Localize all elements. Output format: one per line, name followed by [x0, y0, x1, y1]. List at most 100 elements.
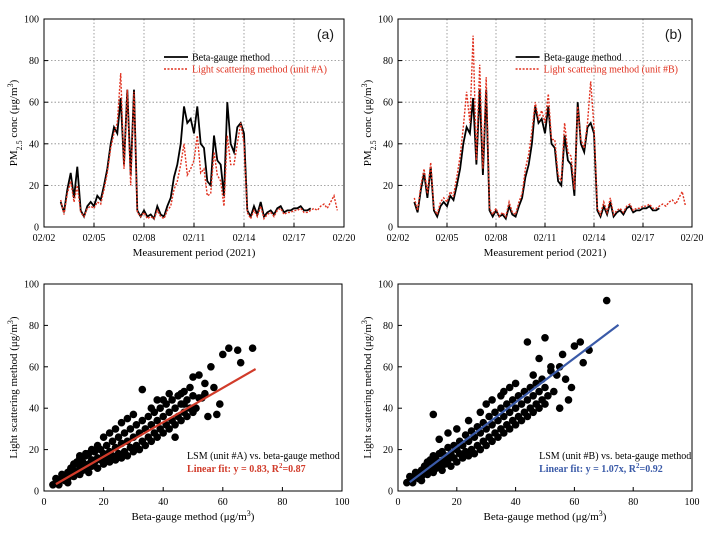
legend-label: Beta-gauge method — [192, 53, 270, 64]
data-point — [225, 344, 233, 353]
y-axis-label-end: ) — [362, 79, 374, 83]
data-point — [564, 396, 573, 404]
data-point — [511, 379, 520, 388]
data-point — [165, 389, 173, 398]
data-point — [482, 400, 491, 408]
x-tick-label: 02/05 — [436, 233, 459, 244]
x-tick-label: 100 — [335, 497, 350, 508]
x-tick-label: 40 — [158, 497, 168, 508]
data-point — [491, 408, 499, 417]
data-point — [171, 421, 179, 429]
fit-label: Linear fit: y = 1.07x, R2=0.92 — [539, 462, 663, 475]
x-tick-label: 02/08 — [485, 233, 508, 244]
data-point — [201, 379, 209, 388]
data-point — [505, 408, 514, 417]
data-point — [464, 416, 473, 425]
y-tick-label: 100 — [378, 15, 393, 26]
data-point — [233, 346, 242, 355]
data-point — [135, 445, 144, 454]
y-tick-label: 0 — [34, 223, 39, 234]
data-point — [147, 437, 156, 446]
data-point — [444, 443, 452, 452]
data-point — [476, 408, 485, 417]
fit-label-end: =0.87 — [282, 464, 305, 475]
plot-frame — [397, 18, 693, 228]
fit-label-sup: 2 — [636, 462, 640, 470]
x-tick-label: 60 — [569, 497, 579, 508]
data-point — [494, 416, 502, 425]
data-point — [84, 468, 93, 477]
data-point — [505, 425, 514, 433]
y-tick-label: 80 — [383, 321, 393, 332]
data-point — [93, 441, 102, 450]
y-axis-label-mid: conc (μg/m — [362, 87, 374, 140]
data-point — [153, 433, 161, 442]
y-tick-label: 20 — [383, 445, 393, 456]
x-tick-label: 02/11 — [534, 233, 556, 244]
data-point — [505, 383, 514, 392]
data-point — [494, 433, 502, 442]
data-point — [438, 466, 446, 475]
y-axis-label-end: ) — [8, 79, 20, 83]
x-tick-label: 02/02 — [33, 233, 56, 244]
data-point — [602, 296, 611, 305]
y-tick-label: 60 — [383, 98, 393, 109]
light-scattering-series-line — [413, 35, 687, 219]
x-axis-label-end: ) — [251, 511, 255, 523]
data-point — [156, 404, 164, 413]
data-point — [500, 429, 508, 437]
data-point — [485, 412, 493, 421]
data-point — [500, 412, 508, 421]
data-point — [201, 389, 209, 398]
y-axis-label-sup: 3 — [6, 83, 15, 87]
data-point — [213, 410, 221, 419]
data-point — [248, 344, 257, 353]
y-axis-label-sup: 3 — [360, 320, 369, 324]
data-point — [168, 396, 176, 404]
data-point — [210, 383, 218, 392]
data-point — [453, 425, 461, 433]
data-point — [165, 425, 173, 433]
light-scattering-series-line — [60, 73, 338, 221]
data-point — [138, 385, 147, 394]
data-point — [550, 387, 558, 396]
data-point — [561, 375, 570, 384]
data-point — [497, 404, 505, 413]
data-point — [517, 416, 526, 425]
x-tick-label: 02/17 — [283, 233, 306, 244]
data-point — [111, 425, 120, 433]
data-point — [105, 458, 114, 466]
x-tick-label: 20 — [452, 497, 462, 508]
y-tick-label: 80 — [29, 321, 39, 332]
data-point — [541, 334, 549, 342]
fit-label-end: =0.92 — [640, 464, 663, 475]
x-tick-label: 20 — [99, 497, 109, 508]
data-point — [544, 392, 552, 400]
x-tick-label: 02/14 — [583, 233, 606, 244]
data-point — [444, 456, 452, 464]
y-axis-label-base: PM — [362, 150, 374, 166]
data-point — [435, 435, 444, 444]
data-point — [470, 449, 479, 458]
data-point — [523, 396, 532, 404]
x-axis-label: Beta-gauge method (μg/m3) — [484, 509, 607, 524]
data-point — [153, 396, 161, 404]
data-point — [570, 342, 579, 350]
data-point — [523, 338, 532, 346]
x-tick-label: 02/20 — [333, 233, 356, 244]
y-axis-label-sup: 3 — [6, 320, 15, 324]
data-point — [523, 412, 532, 421]
y-axis-label-base: Light scattering method (μg/m — [8, 324, 20, 459]
data-point — [138, 416, 147, 425]
y-tick-label: 40 — [29, 139, 39, 150]
data-point — [204, 412, 212, 421]
annotation-text: LSM (unit #A) vs. beta-gauge method — [187, 451, 340, 462]
data-point — [117, 454, 126, 462]
fit-line — [409, 324, 620, 484]
data-point — [76, 452, 84, 460]
data-point — [183, 412, 191, 421]
data-point — [171, 433, 179, 442]
data-point — [87, 445, 96, 454]
data-point — [177, 416, 185, 425]
